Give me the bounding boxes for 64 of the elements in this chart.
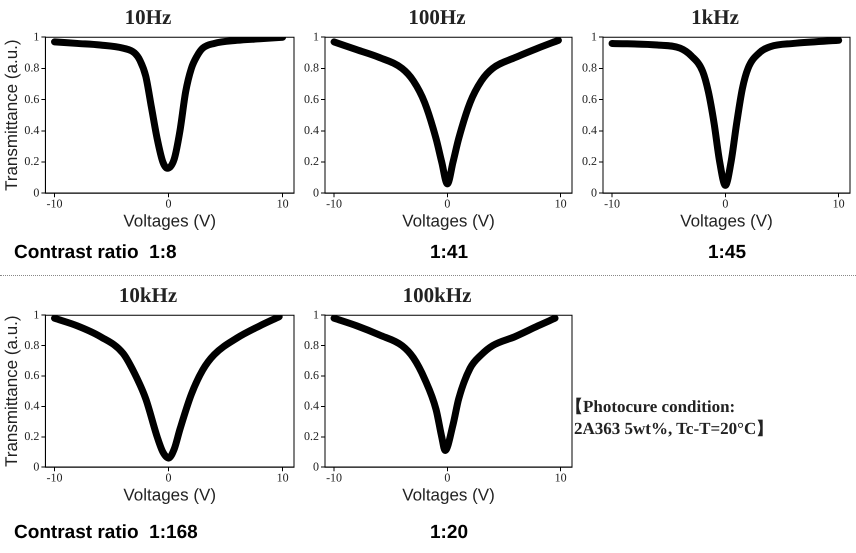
- text: Contrast ratio 1:168: [14, 522, 198, 544]
- y-tick-label: 0.2: [304, 428, 319, 443]
- y-tick-label: 1: [313, 29, 319, 44]
- y-tick-label: 0.2: [24, 428, 40, 443]
- y-tick-label: 0.2: [304, 154, 319, 168]
- y-tick-label: 0.8: [304, 60, 319, 75]
- x-tick-label: -10: [46, 470, 63, 485]
- x-tick-label: -10: [326, 196, 342, 211]
- chart-title: 1kHz: [691, 5, 739, 30]
- x-tick-label: 10: [554, 196, 567, 211]
- y-tick-label: 1: [591, 29, 597, 44]
- x-axis-title: Voltages (V): [402, 485, 495, 504]
- x-tick-label: 0: [444, 470, 450, 485]
- x-tick-label: 10: [276, 470, 289, 485]
- y-tick-label: 0.6: [304, 368, 319, 382]
- text: Contrast ratio 1:8: [14, 242, 177, 264]
- y-tick-label: 1: [33, 307, 40, 322]
- y-tick-label: 0.4: [24, 398, 40, 413]
- y-tick-label: 0.2: [582, 154, 597, 168]
- y-tick-label: 0.6: [24, 368, 40, 382]
- x-tick-label: 10: [832, 196, 845, 211]
- y-tick-label: 0.2: [24, 154, 40, 168]
- text: 2A363 5wt%, Tc-T=20°C】: [573, 418, 774, 440]
- y-axis-title: Transmittance (a.u.): [2, 39, 21, 191]
- x-tick-label: -10: [604, 196, 620, 211]
- y-tick-label: 0.4: [304, 398, 319, 413]
- y-tick-label: 0.6: [582, 92, 597, 106]
- chart-title: 10kHz: [118, 283, 178, 308]
- x-tick-label: 0: [444, 196, 450, 211]
- x-tick-label: 0: [166, 196, 172, 211]
- y-tick-label: 0: [33, 459, 40, 474]
- x-tick-label: 0: [722, 196, 728, 211]
- y-tick-label: 0: [313, 185, 319, 200]
- x-tick-label: 10: [276, 196, 289, 211]
- chart-title: 10Hz: [124, 5, 172, 30]
- y-tick-label: 0.8: [304, 338, 319, 352]
- y-tick-label: 0: [591, 185, 597, 200]
- x-axis-title: Voltages (V): [123, 211, 216, 230]
- y-tick-label: 0.8: [582, 60, 597, 75]
- y-tick-label: 0.6: [304, 92, 319, 106]
- x-tick-label: -10: [326, 470, 342, 485]
- y-axis-title: Transmittance (a.u.): [2, 315, 21, 467]
- x-axis-title: Voltages (V): [123, 485, 216, 504]
- x-axis-title: Voltages (V): [402, 211, 495, 230]
- x-axis-title: Voltages (V): [680, 211, 773, 230]
- y-tick-label: 0: [313, 459, 319, 474]
- annotation: 【Photocure condition:: [566, 396, 736, 418]
- x-tick-label: -10: [46, 196, 63, 211]
- y-tick-label: 1: [33, 29, 40, 44]
- chart-title: 100kHz: [402, 283, 472, 308]
- text: 1:41: [428, 242, 470, 264]
- y-tick-label: 0.8: [24, 338, 40, 352]
- x-tick-label: 0: [166, 470, 172, 485]
- y-tick-label: 0.8: [24, 60, 40, 75]
- y-tick-label: 0.4: [582, 122, 597, 137]
- chart-title: 100Hz: [408, 5, 466, 30]
- text: 1:45: [706, 242, 748, 264]
- y-tick-label: 0.4: [24, 122, 40, 137]
- text: 1:20: [428, 522, 470, 544]
- y-tick-label: 0.6: [24, 92, 40, 106]
- y-tick-label: 1: [313, 307, 319, 322]
- x-tick-label: 10: [554, 470, 567, 485]
- y-tick-label: 0: [33, 185, 40, 200]
- y-tick-label: 0.4: [304, 122, 319, 137]
